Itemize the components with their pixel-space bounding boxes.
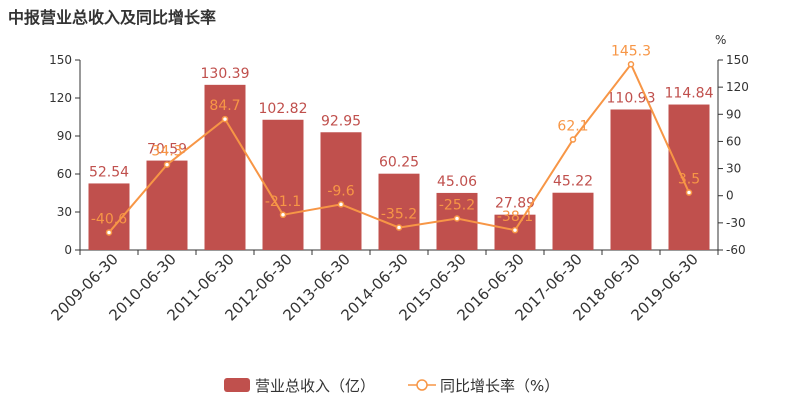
y-left-tick-label: 0	[64, 243, 72, 257]
line-series	[105, 61, 693, 236]
line-value-label: -25.2	[439, 198, 475, 214]
y-right-tick-label: 90	[726, 107, 741, 121]
y-right-tick-label: 120	[726, 80, 749, 94]
bar-value-label: 45.06	[437, 174, 477, 190]
legend-bar-swatch	[224, 378, 250, 392]
line-point	[337, 201, 345, 208]
y-left-tick-label: 120	[49, 91, 72, 105]
bar	[320, 132, 362, 250]
line-value-label: -9.6	[327, 183, 354, 199]
bar-labels: 52.54 70.59 130.39 102.82 92.95 60.25 45.06 27.…	[89, 66, 714, 212]
legend-bar-label: 营业总收入（亿）	[255, 377, 375, 395]
line-point	[163, 161, 171, 168]
bar-value-label: 70.59	[147, 142, 187, 158]
y-left-tick-label: 30	[57, 205, 72, 219]
bar	[262, 119, 304, 251]
bar-value-label: 114.84	[665, 86, 714, 102]
line-point	[511, 226, 519, 234]
line-labels: -40.6 34.3 84.7 -21.1 -9.6 -35.2 -25.2 -38.1 62.…	[91, 43, 700, 227]
line-value-label: -35.2	[381, 207, 417, 223]
y-left-tick-label: 60	[57, 167, 72, 181]
legend-line-label: 同比增长率（%）	[440, 377, 559, 395]
bar-value-label: 52.54	[89, 164, 129, 180]
line-point	[279, 211, 287, 219]
line-point	[627, 61, 635, 68]
bar	[378, 173, 420, 250]
line-point	[105, 229, 113, 236]
line-point	[395, 224, 403, 231]
line-point	[221, 115, 229, 123]
line-value-label: 34.3	[151, 144, 182, 160]
line-point	[685, 189, 693, 196]
line-point	[453, 215, 461, 222]
bar-value-label: 92.95	[321, 113, 361, 129]
bar	[610, 109, 652, 250]
line-value-label: 84.7	[209, 98, 240, 114]
y-right-tick-label: -60	[726, 243, 746, 257]
bar-value-label: 27.89	[495, 196, 535, 212]
legend-line-marker	[416, 379, 428, 391]
line-value-label: -21.1	[265, 194, 301, 210]
bar-value-label: 60.25	[379, 155, 419, 171]
y-right-tick-label: -30	[726, 216, 746, 230]
bar	[552, 192, 594, 250]
line-value-label: 3.5	[678, 172, 700, 188]
chart-title: 中报营业总收入及同比增长率	[8, 8, 217, 27]
bar-value-label: 110.93	[607, 90, 656, 106]
bar-value-label: 45.22	[553, 174, 593, 190]
line-value-label: -40.6	[91, 211, 127, 227]
y-right-tick-label: 30	[726, 162, 741, 176]
legend: 营业总收入（亿） 同比增长率（%）	[224, 377, 559, 395]
line-value-label: -38.1	[497, 209, 533, 225]
bar	[146, 160, 188, 250]
line-point	[569, 136, 577, 143]
bar	[204, 84, 246, 251]
bar-value-label: 130.39	[201, 66, 250, 82]
line-value-label: 145.3	[611, 43, 651, 59]
y-right-unit: %	[715, 33, 726, 47]
y-right-tick-label: 60	[726, 134, 741, 148]
bar-value-label: 102.82	[259, 101, 308, 117]
bar	[668, 104, 710, 250]
y-left-tick-label: 90	[57, 129, 72, 143]
y-left-tick-label: 150	[49, 53, 72, 67]
y-right-tick-label: 150	[726, 53, 749, 67]
y-right-tick-label: 0	[726, 189, 734, 203]
line-value-label: 62.1	[557, 119, 588, 135]
